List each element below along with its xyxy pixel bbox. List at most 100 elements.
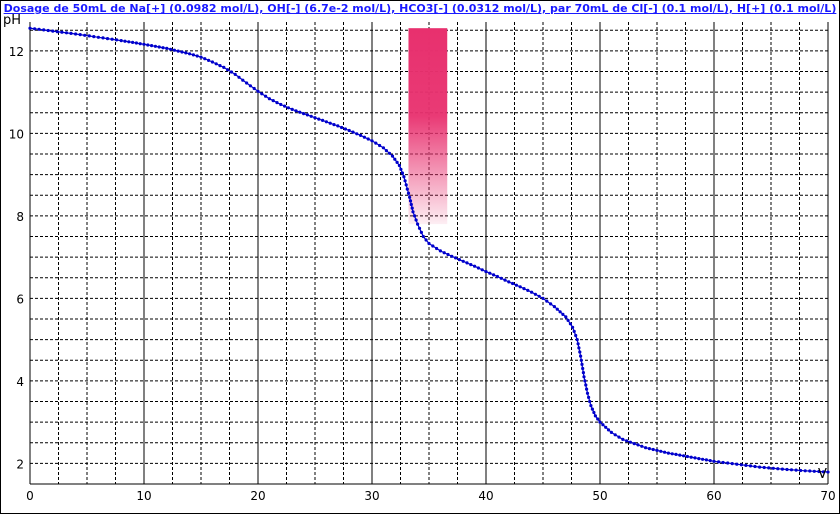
data-point: [370, 139, 374, 143]
y-axis-label: pH: [3, 13, 21, 28]
data-point: [317, 117, 321, 121]
data-point: [776, 467, 780, 471]
data-point: [431, 244, 435, 248]
data-point: [584, 383, 588, 387]
data-point: [275, 101, 279, 105]
data-point: [214, 62, 218, 66]
data-point: [336, 124, 340, 128]
data-point: [46, 28, 50, 33]
data-point: [697, 457, 701, 461]
data-point: [717, 460, 721, 464]
x-axis-label: V: [818, 467, 827, 482]
y-tick-label: 6: [16, 292, 24, 306]
data-point: [566, 318, 570, 322]
y-tick-label: 2: [16, 457, 24, 471]
data-point: [378, 143, 382, 148]
data-point: [207, 58, 211, 63]
data-point: [693, 456, 697, 460]
tick-labels: 0 10 20 30 40 50 60 70 2 4 6 8 10 12: [9, 45, 836, 503]
data-point: [78, 33, 82, 37]
data-point: [604, 425, 608, 429]
data-point: [580, 362, 584, 366]
data-point: [413, 214, 417, 218]
data-point: [499, 276, 503, 280]
data-point: [533, 292, 538, 296]
data-point: [552, 305, 557, 309]
data-point: [222, 65, 226, 69]
data-point: [507, 280, 511, 284]
data-point: [134, 41, 138, 45]
data-point: [758, 465, 762, 469]
data-point: [279, 102, 283, 107]
data-point: [131, 40, 135, 45]
data-point: [674, 452, 678, 456]
data-point: [87, 34, 91, 38]
data-point: [588, 399, 592, 404]
data-point: [438, 249, 442, 253]
data-point: [343, 127, 347, 131]
data-point: [730, 462, 734, 466]
data-point: [568, 322, 573, 326]
data-point: [514, 283, 519, 287]
data-point: [574, 333, 578, 338]
data-point: [191, 53, 195, 57]
data-point: [404, 183, 408, 187]
data-point: [821, 470, 826, 474]
data-point: [549, 302, 553, 306]
data-point: [503, 278, 507, 282]
data-point: [294, 109, 298, 113]
data-point: [762, 465, 766, 470]
data-point: [461, 259, 465, 263]
data-point: [402, 175, 406, 179]
data-point: [685, 454, 690, 459]
data-point: [210, 60, 214, 64]
data-point: [241, 78, 245, 82]
data-point: [480, 268, 484, 272]
data-point: [545, 299, 549, 303]
data-point: [302, 112, 306, 116]
data-point: [127, 40, 131, 44]
data-point: [290, 107, 294, 111]
axes: [29, 22, 828, 485]
data-point: [628, 440, 633, 444]
data-point: [252, 86, 256, 91]
data-point: [655, 448, 659, 452]
data-point: [492, 273, 496, 277]
data-point: [577, 346, 581, 350]
y-tick-label: 4: [16, 375, 24, 389]
data-point: [640, 444, 644, 448]
data-point: [424, 238, 428, 242]
data-point: [473, 264, 477, 268]
x-tick-label: 60: [706, 489, 721, 503]
data-point: [735, 462, 739, 466]
data-point: [808, 469, 812, 473]
data-point: [606, 428, 611, 432]
data-point: [264, 94, 268, 98]
data-point: [184, 51, 188, 55]
data-point: [572, 329, 576, 333]
data-point: [632, 442, 636, 446]
data-point: [233, 72, 237, 76]
data-point: [387, 151, 392, 155]
data-point: [555, 307, 559, 311]
data-point: [421, 234, 425, 239]
data-point: [590, 407, 595, 411]
data-point: [435, 246, 439, 251]
data-point: [28, 26, 32, 30]
data-point: [397, 163, 401, 168]
data-point: [476, 266, 480, 270]
data-point: [74, 32, 78, 36]
data-point: [812, 469, 816, 473]
data-point: [609, 430, 614, 434]
data-point: [721, 460, 725, 465]
data-point: [218, 64, 222, 68]
data-point: [771, 466, 775, 470]
data-point: [585, 391, 590, 395]
data-point: [457, 258, 461, 262]
data-point: [42, 28, 46, 32]
data-point: [142, 42, 146, 46]
data-point: [682, 454, 686, 458]
data-point: [601, 423, 605, 427]
data-point: [359, 133, 363, 137]
